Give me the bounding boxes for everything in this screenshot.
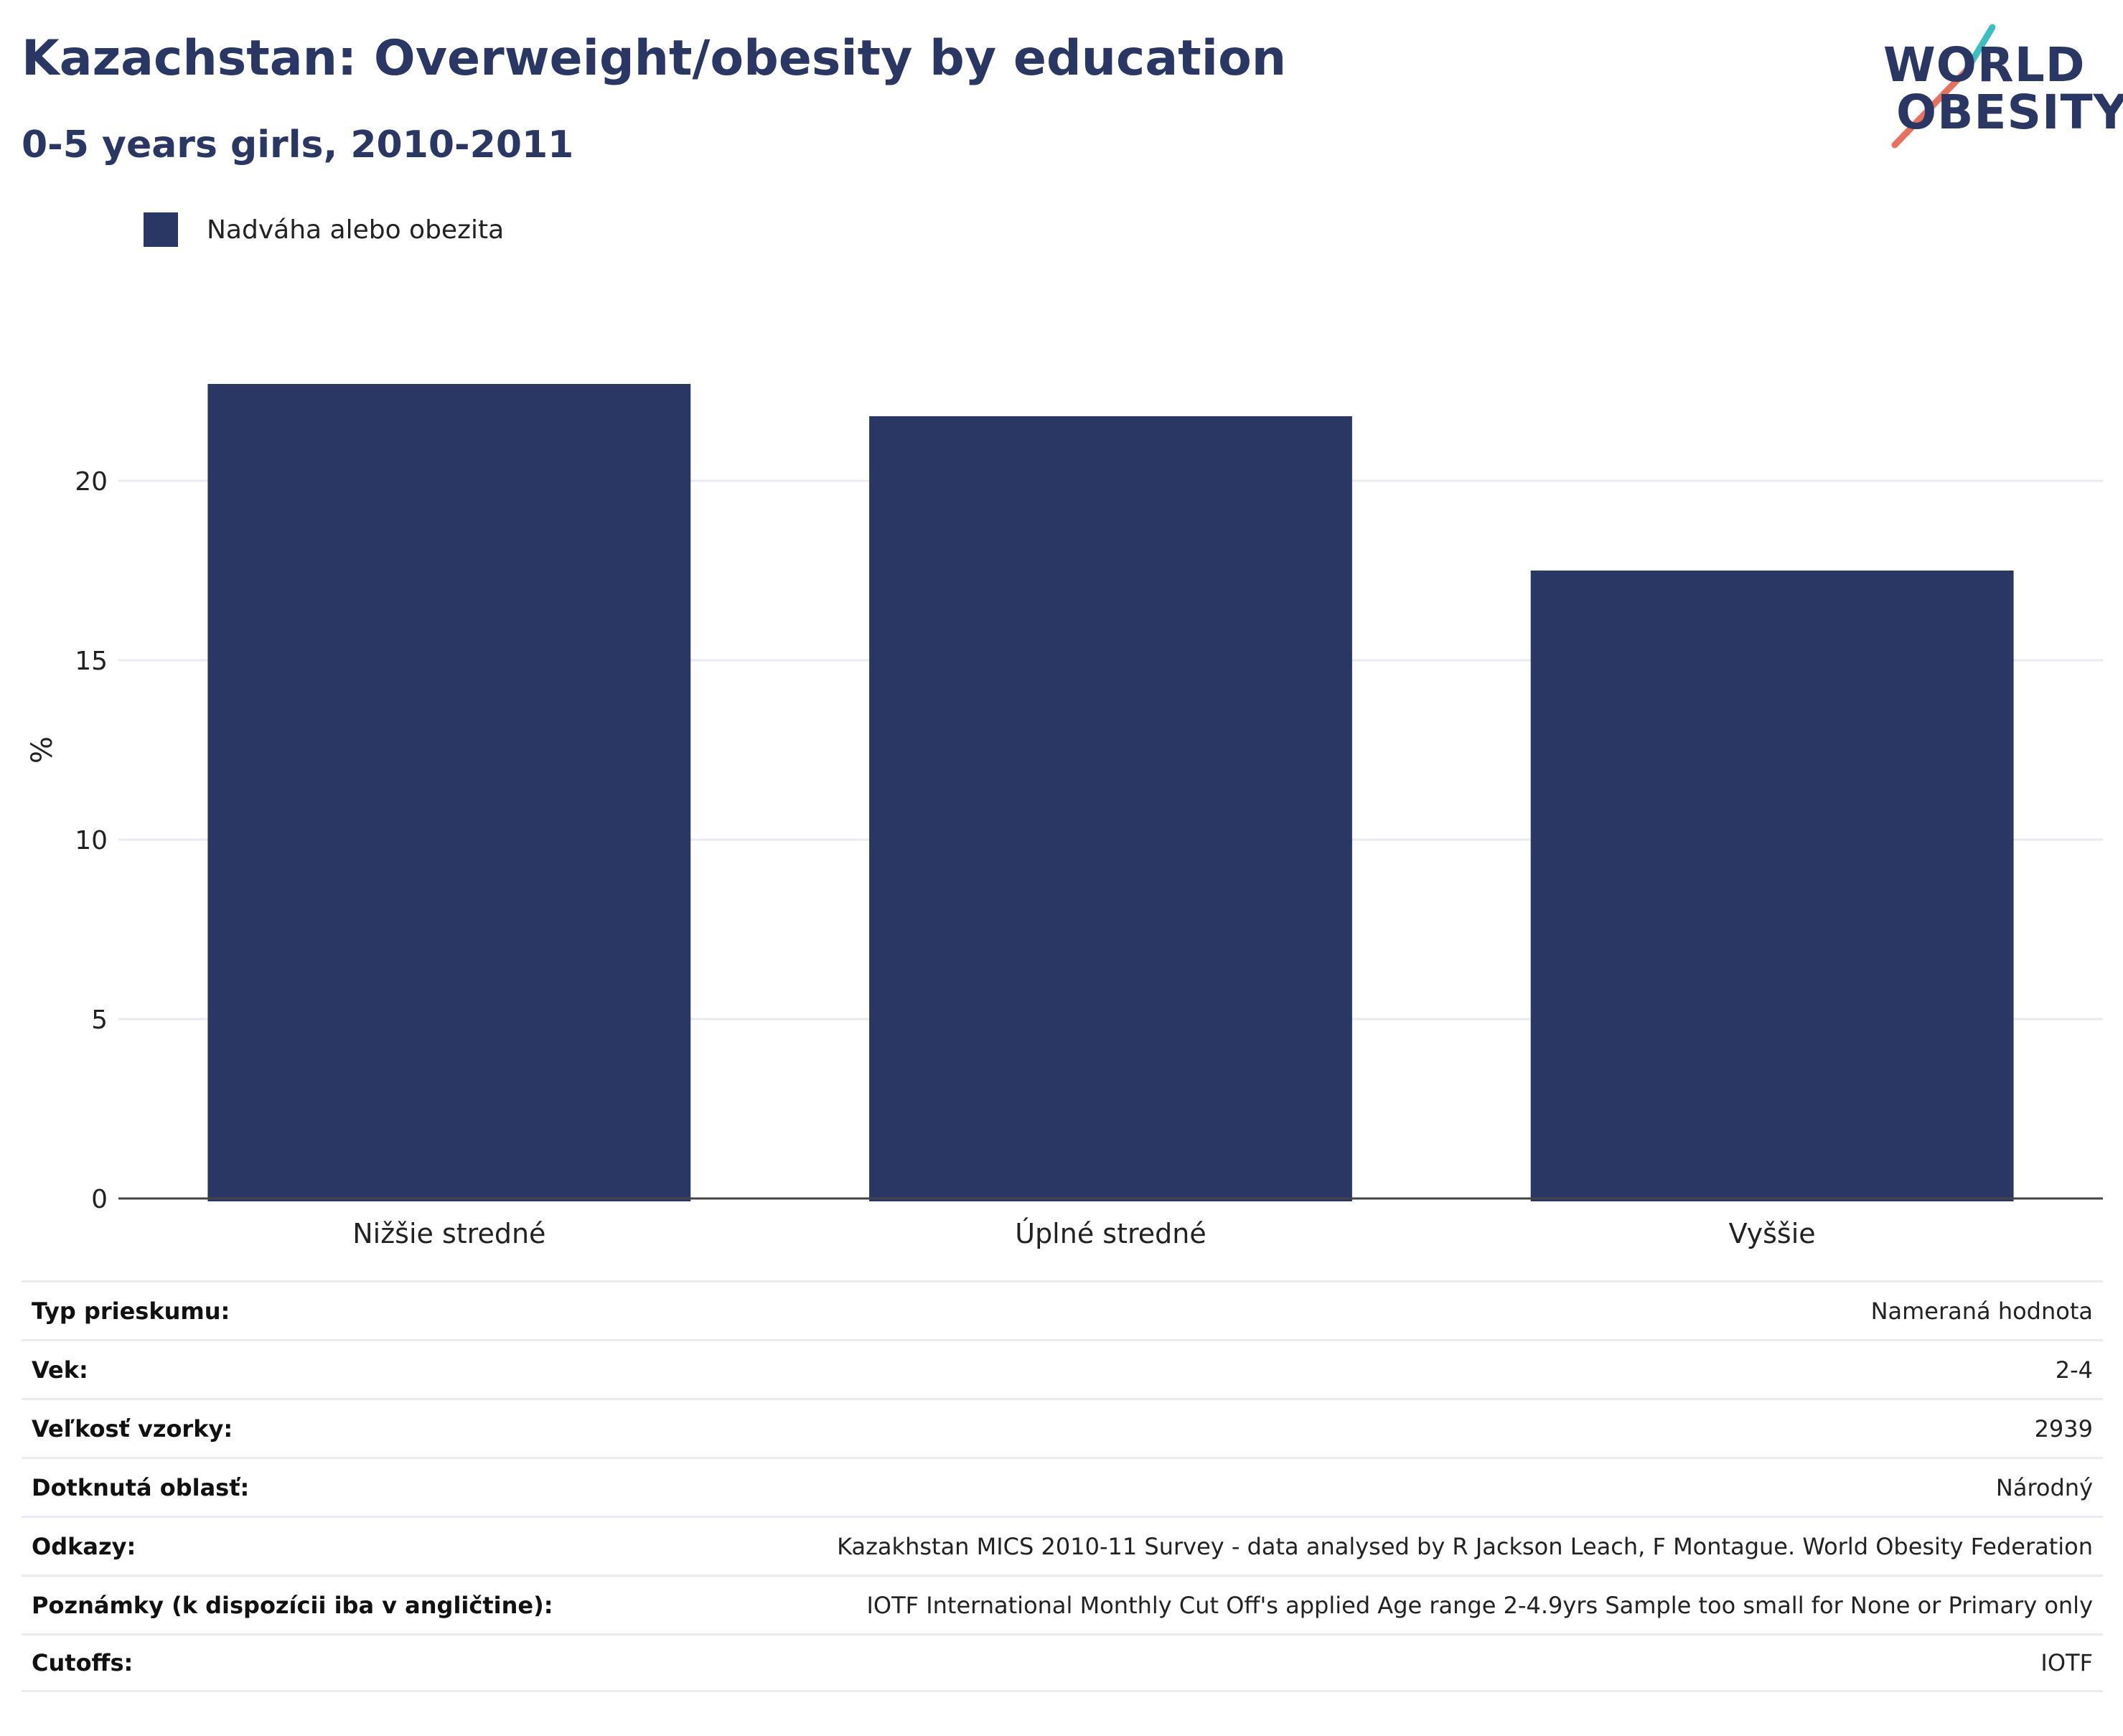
meta-value: Nameraná hodnota — [1871, 1298, 2093, 1325]
x-tick-label: Úplné stredné — [1015, 1218, 1206, 1249]
y-tick-label: 5 — [91, 1005, 108, 1035]
y-tick-label: 15 — [75, 647, 108, 676]
x-tick-label: Vyššie — [1729, 1218, 1816, 1249]
y-axis-title: % — [26, 736, 59, 764]
x-tick-label: Nižšie stredné — [352, 1218, 545, 1249]
meta-row: Veľkosť vzorky: 2939 — [22, 1398, 2103, 1457]
y-tick-label: 0 — [91, 1185, 108, 1214]
meta-label: Dotknutá oblasť: — [32, 1474, 249, 1501]
meta-row: Typ prieskumu: Nameraná hodnota — [22, 1280, 2103, 1339]
meta-label: Vek: — [32, 1356, 88, 1384]
meta-row: Odkazy: Kazakhstan MICS 2010-11 Survey - … — [22, 1516, 2103, 1575]
meta-row: Poznámky (k dispozícii iba v angličtine)… — [22, 1575, 2103, 1633]
meta-label: Cutoffs: — [32, 1649, 133, 1676]
bar — [869, 416, 1352, 1201]
y-tick-label: 10 — [75, 826, 108, 855]
meta-row: Dotknutá oblasť: Národný — [22, 1457, 2103, 1516]
meta-label: Odkazy: — [32, 1533, 136, 1560]
bar — [207, 384, 690, 1201]
meta-value: 2939 — [2035, 1415, 2093, 1442]
meta-label: Poznámky (k dispozícii iba v angličtine)… — [32, 1592, 553, 1619]
meta-row: Cutoffs: IOTF — [22, 1633, 2103, 1692]
meta-label: Veľkosť vzorky: — [32, 1415, 233, 1442]
bar-chart: 0 5 10 15 20 Nižšie stredné Úplné stredné Vyšši… — [0, 0, 2123, 1263]
meta-value: IOTF — [2040, 1649, 2093, 1676]
meta-value: Národný — [1996, 1474, 2093, 1501]
meta-row: Vek: 2-4 — [22, 1339, 2103, 1398]
meta-label: Typ prieskumu: — [32, 1298, 230, 1325]
meta-value: IOTF International Monthly Cut Off's app… — [866, 1592, 2093, 1619]
meta-value: Kazakhstan MICS 2010-11 Survey - data an… — [837, 1533, 2093, 1560]
bar — [1531, 571, 2014, 1201]
survey-metadata-table: Typ prieskumu: Nameraná hodnota Vek: 2-4 Veľ… — [22, 1280, 2103, 1692]
meta-value: 2-4 — [2056, 1356, 2093, 1384]
y-tick-label: 20 — [75, 467, 108, 497]
